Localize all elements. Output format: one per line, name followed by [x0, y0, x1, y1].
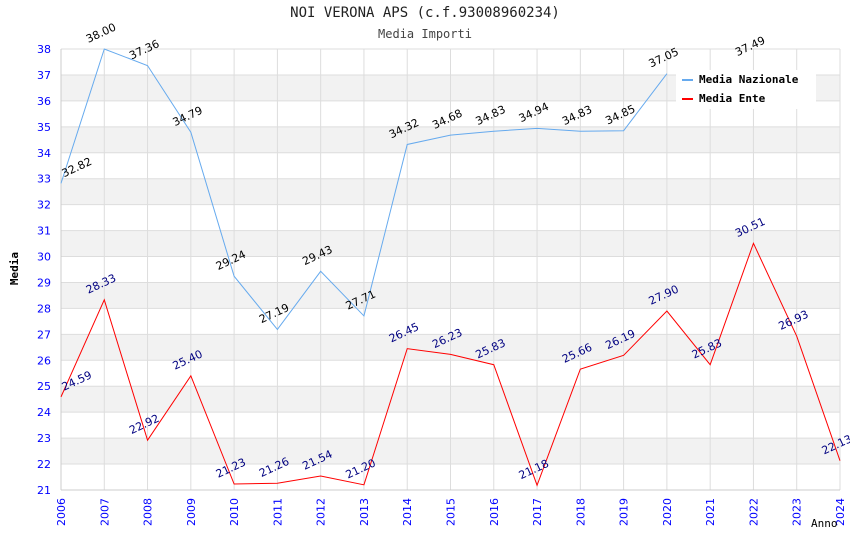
legend-label: Media Nazionale [699, 73, 799, 86]
data-label: 34.79 [171, 104, 205, 129]
data-label: 34.83 [474, 103, 508, 128]
chart-title: NOI VERONA APS (c.f.93008960234) [290, 5, 560, 21]
x-tick-label: 2008 [142, 498, 155, 526]
x-tick-label: 2022 [747, 498, 760, 526]
x-tick-label: 2023 [791, 498, 804, 526]
y-tick-label: 32 [37, 199, 51, 212]
x-tick-label: 2020 [661, 498, 674, 526]
data-label: 32.82 [60, 155, 94, 180]
chart-subtitle: Media Importi [378, 27, 472, 41]
series-line-1 [60, 241, 841, 487]
y-tick-label: 24 [37, 406, 51, 419]
y-tick-label: 34 [37, 147, 51, 160]
y-tick-label: 33 [37, 173, 51, 186]
x-tick-label: 2017 [531, 498, 544, 526]
x-tick-label: 2009 [185, 498, 198, 526]
data-label: 34.83 [560, 103, 594, 128]
y-tick-label: 36 [37, 95, 51, 108]
y-tick-label: 26 [37, 354, 51, 367]
x-tick-label: 2010 [228, 498, 241, 526]
legend-item-ente: Media Ente [682, 92, 765, 105]
y-axis-label: Media [8, 251, 22, 286]
x-tick-label: 2019 [618, 498, 631, 526]
y-tick-label: 31 [37, 225, 51, 238]
legend-label: Media Ente [699, 92, 766, 105]
legend: Media Nazionale Media Ente [676, 70, 816, 109]
series-line-0 [60, 48, 668, 331]
y-tick-label: 30 [37, 251, 51, 264]
x-tick-label: 2016 [488, 498, 501, 526]
x-tick-label: 2006 [55, 498, 68, 526]
data-label: 34.94 [517, 100, 551, 125]
x-tick-label: 2015 [445, 498, 458, 526]
y-tick-label: 21 [37, 484, 51, 497]
y-tick-label: 25 [37, 380, 51, 393]
y-tick-label: 22 [37, 458, 51, 471]
x-tick-label: 2014 [401, 498, 414, 526]
x-tick-label: 2021 [704, 498, 717, 526]
y-tick-label: 28 [37, 302, 51, 315]
y-tick-label: 27 [37, 328, 51, 341]
data-label: 22.92 [127, 412, 161, 437]
x-tick-label: 2007 [98, 498, 111, 526]
x-tick-label: 2013 [358, 498, 371, 526]
y-tick-label: 37 [37, 69, 51, 82]
x-tick-label: 2018 [574, 498, 587, 526]
y-tick-label: 23 [37, 432, 51, 445]
y-tick-label: 29 [37, 276, 51, 289]
legend-swatch [682, 97, 693, 100]
y-tick-label: 38 [37, 43, 51, 56]
x-axis-label: Anno [811, 517, 838, 530]
legend-swatch [682, 78, 693, 81]
x-tick-label: 2012 [315, 498, 328, 526]
x-tick-label: 2011 [271, 498, 284, 526]
legend-item-nazionale: Media Nazionale [682, 73, 798, 86]
y-tick-label: 35 [37, 121, 51, 134]
x-tick-label: 2024 [834, 498, 847, 526]
data-label: 34.85 [603, 102, 637, 127]
